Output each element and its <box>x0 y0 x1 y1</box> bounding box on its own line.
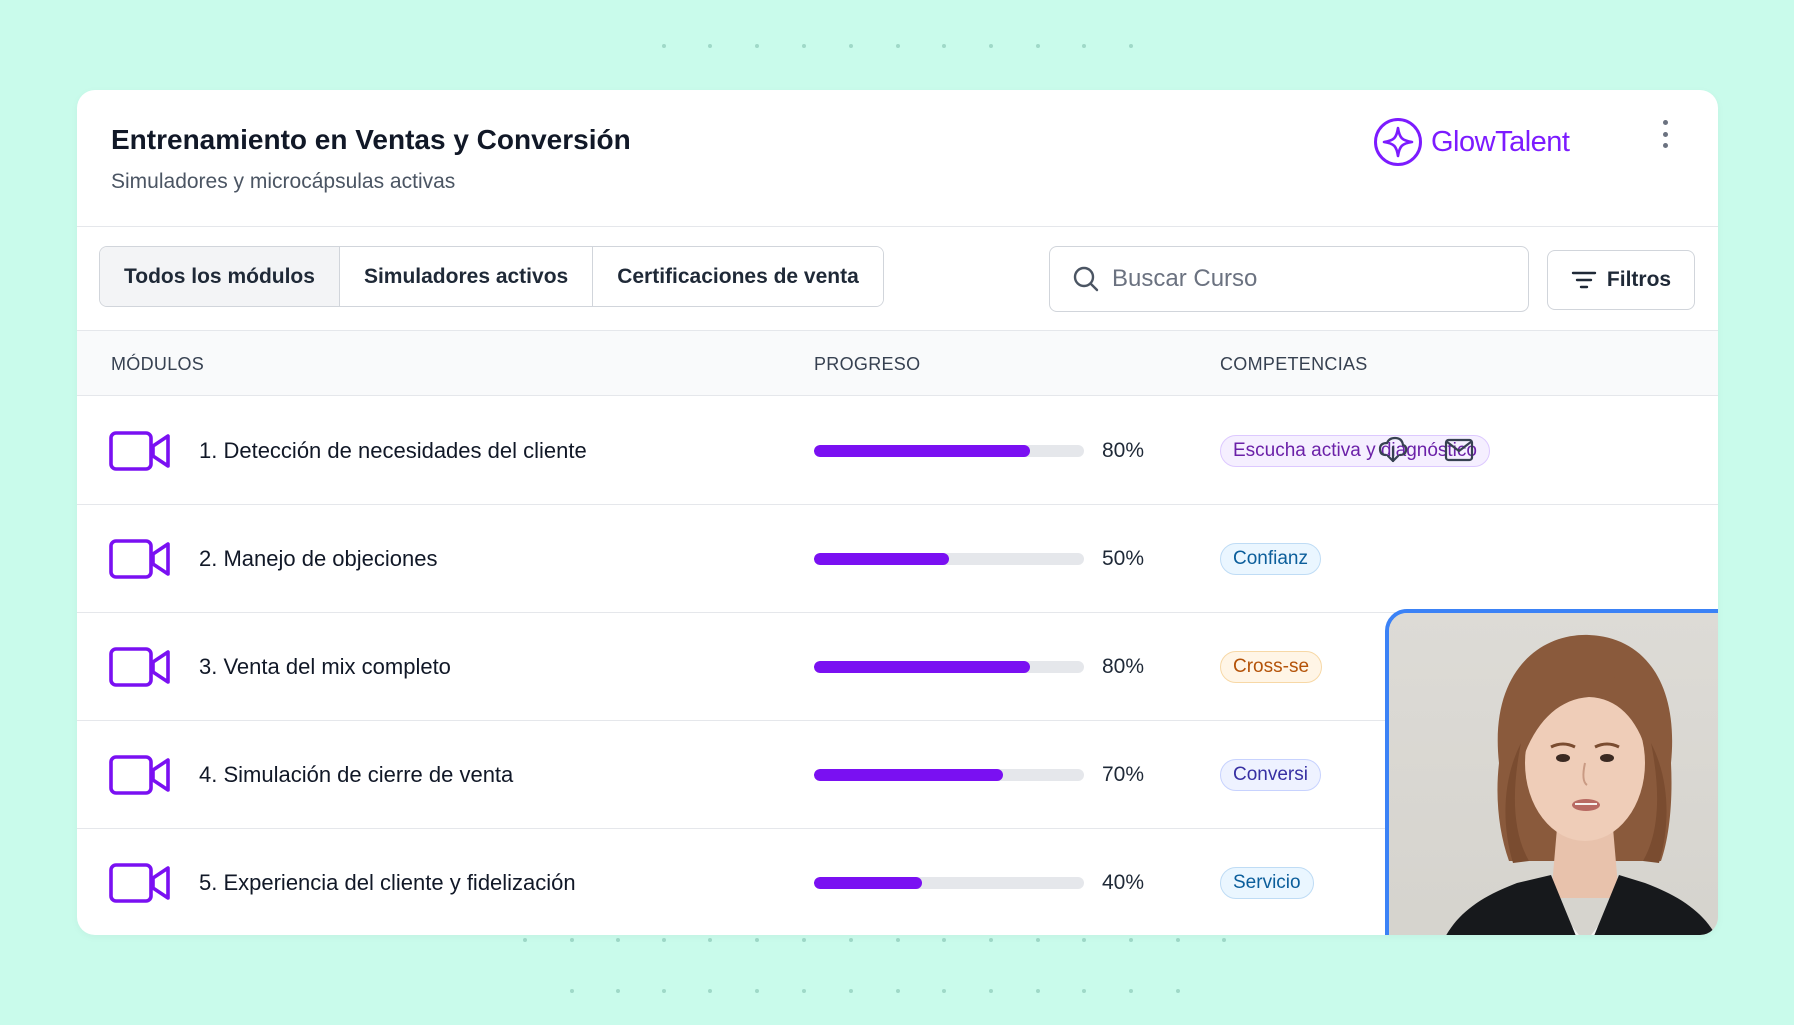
filter-lines-icon <box>1571 271 1597 289</box>
progress-bar <box>814 877 1084 889</box>
instructor-video-feed <box>1446 634 1716 935</box>
column-competencies: COMPETENCIAS <box>1220 354 1368 374</box>
progress-fill <box>814 769 1003 781</box>
decorative-dots-bottom <box>0 938 1794 950</box>
table-row[interactable]: 2. Manejo de objeciones 50% Confianz <box>77 505 1718 613</box>
table-row[interactable]: 5. Experiencia del cliente y fidelizació… <box>77 829 1718 935</box>
filters-label: Filtros <box>1606 268 1672 291</box>
table-header: MÓDULOS PROGRESO COMPETENCIAS <box>77 330 1718 396</box>
progress-percent: 80% <box>1102 655 1145 678</box>
filters-button[interactable]: Filtros <box>1547 250 1695 310</box>
progress-percent: 40% <box>1102 871 1145 894</box>
brand-name: GlowTalent <box>1431 125 1570 158</box>
video-call-window[interactable] <box>1385 609 1718 935</box>
sparkle-logo-icon <box>1374 118 1422 166</box>
table-row[interactable]: 4. Simulación de cierre de venta 70% Conve… <box>77 721 1718 829</box>
table-row[interactable]: 1. Detección de necesidades del cliente 8… <box>77 397 1718 505</box>
column-modules: MÓDULOS <box>111 354 205 374</box>
tab-all-modules[interactable]: Todos los módulos <box>100 247 340 306</box>
tab-sales-certifications[interactable]: Certificaciones de venta <box>593 247 883 306</box>
module-name[interactable]: 1. Detección de necesidades del cliente <box>199 438 587 463</box>
mail-icon[interactable] <box>1442 433 1476 467</box>
progress-fill <box>814 877 922 889</box>
search-icon <box>1073 266 1099 292</box>
video-camera-icon <box>109 863 171 908</box>
competency-badge: Conversi <box>1220 759 1321 791</box>
page-subtitle: Simuladores y microcápsulas activas <box>111 170 456 193</box>
progress-fill <box>814 553 949 565</box>
brand-logo: GlowTalent <box>1373 116 1570 168</box>
competency-badge: Cross-se <box>1220 651 1323 683</box>
progress-fill <box>814 445 1030 457</box>
module-tabs: Todos los módulos Simuladores activos Ce… <box>99 246 884 307</box>
search-input[interactable] <box>1112 265 1492 293</box>
progress-fill <box>814 661 1030 673</box>
progress-percent: 50% <box>1102 547 1145 570</box>
progress-percent: 80% <box>1102 439 1145 462</box>
competency-badge: Servicio <box>1220 867 1314 899</box>
column-progress: PROGRESO <box>814 354 921 374</box>
course-panel: Entrenamiento en Ventas y Conversión Sim… <box>77 90 1718 935</box>
download-cloud-icon[interactable] <box>1376 433 1410 467</box>
progress-bar <box>814 445 1084 457</box>
table-row[interactable]: 3. Venta del mix completo 80% Cross-se <box>77 613 1718 721</box>
module-name[interactable]: 3. Venta del mix completo <box>199 654 451 679</box>
video-camera-icon <box>109 431 171 476</box>
progress-percent: 70% <box>1102 763 1145 786</box>
search-box[interactable] <box>1049 246 1529 312</box>
progress-bar <box>814 553 1084 565</box>
module-name[interactable]: 4. Simulación de cierre de venta <box>199 762 514 787</box>
decorative-dots-top <box>0 44 1794 56</box>
video-camera-icon <box>109 755 171 800</box>
progress-bar <box>814 661 1084 673</box>
page-title: Entrenamiento en Ventas y Conversión <box>111 124 631 155</box>
panel-header: Entrenamiento en Ventas y Conversión Sim… <box>77 90 1718 227</box>
module-name[interactable]: 5. Experiencia del cliente y fidelizació… <box>199 870 576 895</box>
module-name[interactable]: 2. Manejo de objeciones <box>199 546 438 571</box>
competency-badge: Confianz <box>1220 543 1321 575</box>
tab-active-simulators[interactable]: Simuladores activos <box>339 247 594 306</box>
video-camera-icon <box>109 647 171 692</box>
more-options-icon[interactable] <box>1657 120 1673 148</box>
progress-bar <box>814 769 1084 781</box>
decorative-dots-bottom-2 <box>0 989 1794 1001</box>
video-camera-icon <box>109 539 171 584</box>
